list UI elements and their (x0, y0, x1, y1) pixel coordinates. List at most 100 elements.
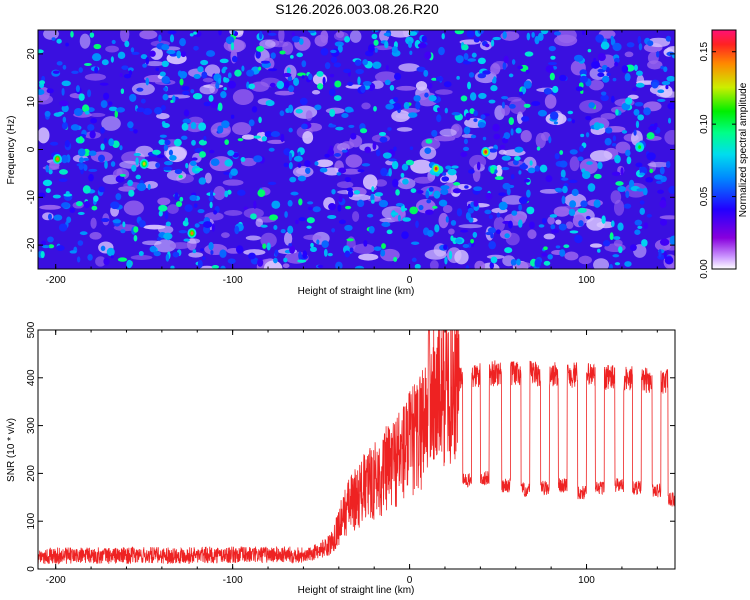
spectrogram-cell (499, 144, 506, 150)
spectrogram-cell (162, 123, 170, 128)
spectrogram-cell (502, 61, 507, 70)
spectrogram-cell (387, 127, 392, 131)
spectrogram-cell (83, 164, 88, 171)
spectrogram-cell (555, 245, 561, 249)
spectrogram-cell (179, 78, 184, 86)
spectrogram-cell (327, 214, 337, 219)
spectrogram-cell (56, 38, 62, 44)
spectrogram-cell (654, 174, 664, 180)
spectrogram-cell (328, 203, 336, 211)
spectrogram-cell (167, 204, 179, 214)
spectrogram-cell (161, 43, 170, 51)
spectrogram-cell (297, 163, 302, 168)
spectrogram-cell (314, 161, 319, 166)
spectrogram-cell (543, 87, 553, 95)
spectrogram-cell (602, 75, 610, 83)
spectrogram-cell (601, 215, 606, 224)
spectrogram-cell (469, 108, 475, 115)
spectrogram-cell (456, 75, 460, 80)
spectrogram-cell (181, 122, 189, 131)
spectrogram-cell (597, 161, 603, 170)
spectrogram-cell (454, 249, 469, 265)
spectrogram-cell (658, 249, 662, 258)
spectrogram-cell (612, 254, 620, 258)
spectrogram-cell (293, 155, 303, 162)
spectrogram-cell (423, 69, 429, 77)
y-tick-label: 0 (26, 146, 37, 152)
spectrogram-cell (503, 55, 509, 64)
spectrogram-cell (58, 178, 68, 183)
spectrogram-cell (338, 167, 347, 174)
y-tick-label: -20 (26, 237, 37, 252)
spectrogram-cell (250, 213, 257, 220)
spectrogram-cell (142, 63, 148, 68)
spectrogram-cell (564, 251, 579, 261)
spectrogram-cell (218, 30, 222, 36)
snr-frame (37, 329, 676, 570)
spectrogram-cell (417, 190, 424, 194)
colorbar-gradient (711, 29, 737, 270)
spectrogram-cell (248, 119, 255, 127)
spectrogram-cell (541, 252, 548, 257)
spectrogram-cell (460, 151, 468, 158)
spectrogram-cell (87, 89, 92, 98)
spectrogram-cell (568, 179, 578, 184)
spectrogram-cell (211, 265, 220, 269)
spectrogram-cell (104, 160, 108, 169)
spectrogram-cell (305, 167, 311, 174)
spectrogram-cell (234, 225, 240, 235)
spectrogram-cell (547, 254, 553, 260)
spectrogram-cell (283, 162, 289, 168)
spectrogram-cell (389, 84, 395, 91)
spectrogram-cell (550, 55, 556, 60)
spectrogram-cell (649, 168, 654, 174)
spectrogram-cell (198, 122, 207, 131)
spectrogram-cell (338, 219, 346, 225)
spectrogram-cell (42, 244, 50, 249)
spectrogram-cell (447, 168, 457, 176)
spectrogram-cell (167, 30, 177, 35)
spectrogram-cell (501, 137, 509, 144)
spectrogram-cell (529, 160, 533, 166)
spectrogram-cell (456, 208, 463, 217)
spectrogram-cell (366, 213, 374, 218)
spectrogram-cell (469, 92, 477, 101)
spectrogram-cell (431, 129, 438, 137)
spectrogram-cell (301, 75, 305, 79)
spectrogram-cell (108, 106, 118, 112)
spectrogram-cell (391, 109, 411, 122)
spectrogram-cell (253, 155, 263, 163)
spectrogram-cell (444, 107, 448, 114)
y-tick-label: 500 (26, 321, 37, 338)
spectrogram-cell (117, 257, 128, 262)
spectrogram-cell (144, 60, 165, 67)
spectrogram-cell (133, 129, 138, 134)
spectrogram-cell (411, 257, 417, 263)
spectrogram-cell (213, 185, 226, 201)
spectrogram-cell (258, 30, 263, 40)
spectrogram-cell (425, 209, 434, 215)
spectrogram-cell (83, 201, 90, 209)
spectrogram-cell (345, 154, 363, 168)
spectrogram-cell (297, 175, 307, 182)
spectrogram-cell (76, 256, 81, 263)
spectrogram-cell (78, 157, 84, 164)
spectrogram-cell (38, 49, 44, 54)
spectrogram-cell (324, 62, 331, 70)
spectrogram-cell (661, 80, 671, 86)
spectrogram-cell (290, 191, 299, 196)
spectrogram-cell (149, 50, 156, 57)
spectrogram-cell (379, 136, 388, 143)
spectrogram-cell (551, 229, 560, 234)
spectrogram-cell (87, 254, 93, 261)
spectrogram-cell (639, 207, 645, 215)
spectrogram-cell (578, 255, 592, 265)
spectrogram-cell (666, 46, 675, 54)
y-tick-label: 0 (26, 566, 37, 572)
y-tick-label: 400 (26, 369, 37, 386)
spectrogram-cell (61, 121, 69, 130)
spectrogram-cell (473, 186, 483, 192)
spectrogram-cell (183, 109, 190, 117)
colorbar-tick-label: 0.10 (699, 114, 710, 134)
spectrogram-cell (451, 165, 459, 169)
